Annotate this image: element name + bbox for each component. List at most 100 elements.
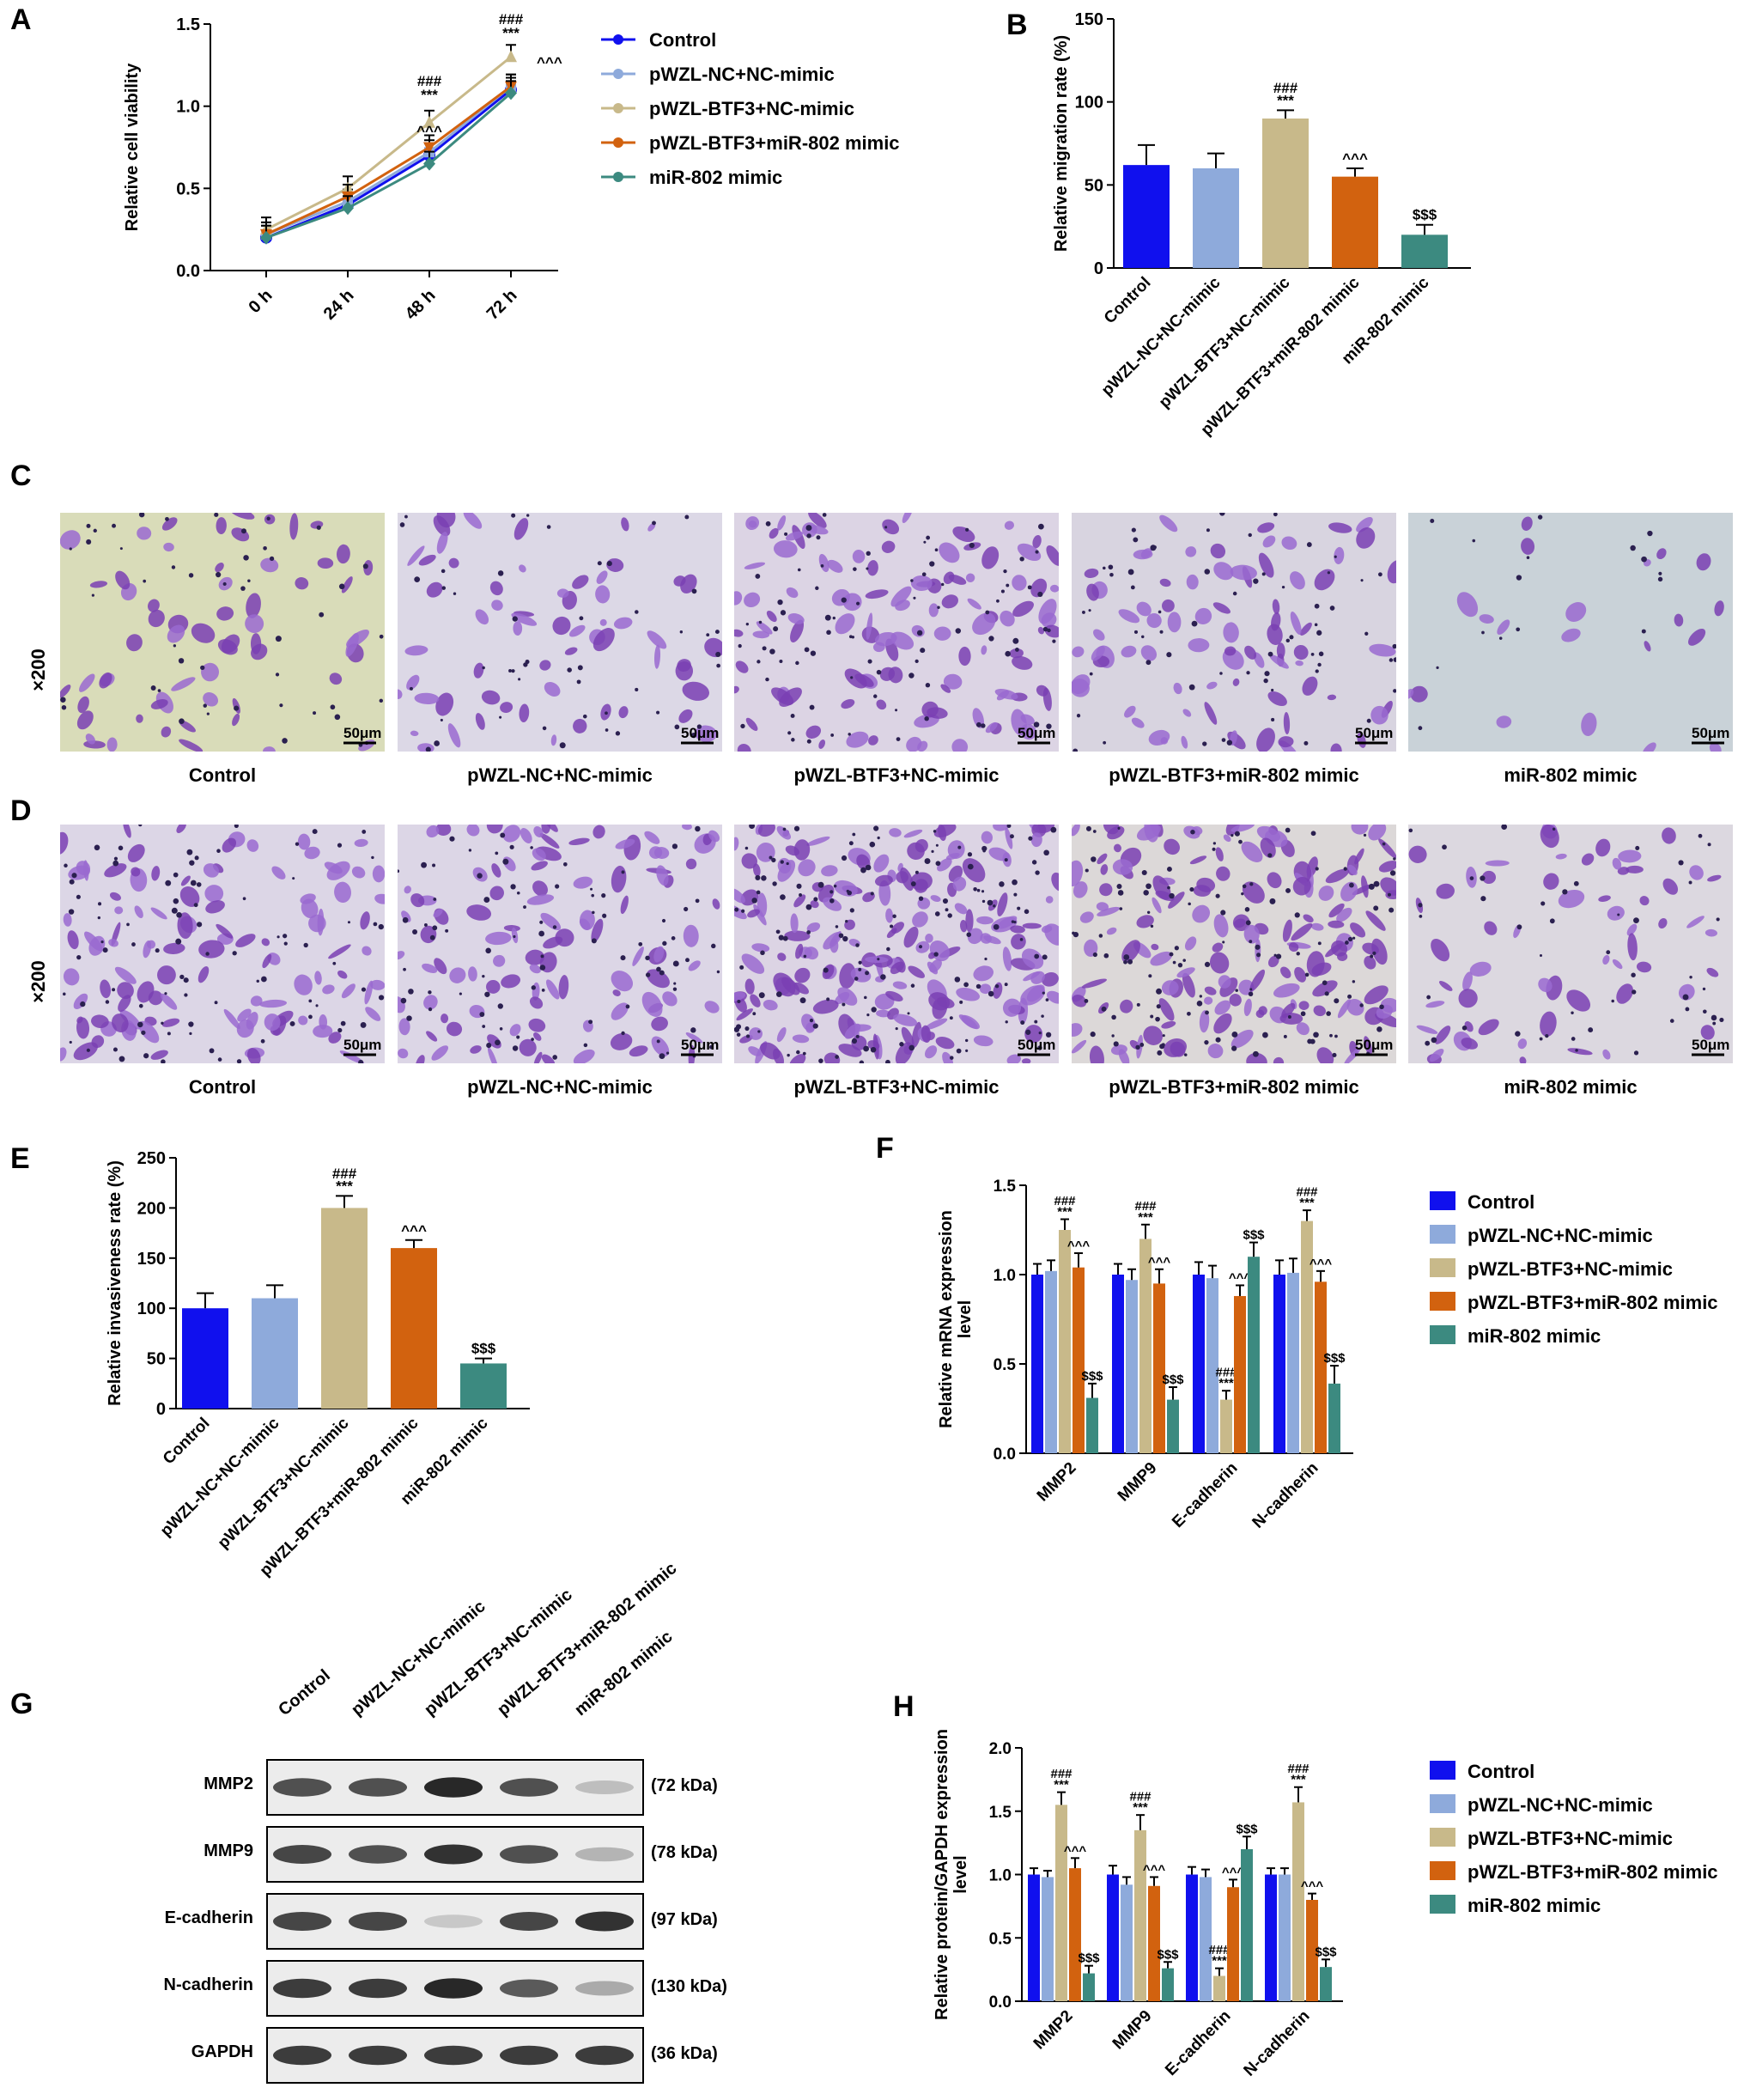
- x-tick-label: MMP9: [1109, 2007, 1156, 2054]
- pore-dot: [283, 934, 288, 939]
- pore-dot: [205, 952, 210, 956]
- pore-dot: [531, 1038, 534, 1041]
- pore-dot: [1019, 557, 1024, 562]
- pore-dot: [1222, 940, 1225, 944]
- pore-dot: [484, 991, 490, 997]
- pore-dot: [371, 855, 374, 860]
- pore-dot: [100, 940, 104, 944]
- pore-dot: [877, 958, 880, 961]
- pore-dot: [1389, 658, 1394, 662]
- pore-dot: [1123, 954, 1130, 960]
- bar-annotation: $$$: [1413, 207, 1437, 223]
- pore-dot: [1436, 666, 1439, 670]
- cell: [486, 825, 503, 834]
- cell: [862, 892, 875, 903]
- pore-dot: [865, 864, 872, 871]
- micrograph-cells: 50μm: [1408, 825, 1729, 1063]
- cell: [1612, 857, 1622, 870]
- cell: [790, 913, 799, 934]
- cell: [1124, 705, 1136, 718]
- cell: [161, 1018, 180, 1027]
- pore-dot: [234, 825, 239, 828]
- pore-dot: [776, 991, 782, 997]
- pore-dot: [428, 1007, 433, 1012]
- pore-dot: [853, 567, 857, 571]
- pore-dot: [86, 539, 92, 545]
- pore-dot: [1287, 1014, 1291, 1019]
- cell: [372, 865, 385, 883]
- cell: [1011, 934, 1026, 950]
- pore-dot: [787, 731, 792, 735]
- y-tick-label: 50: [1085, 176, 1103, 195]
- cell: [236, 1019, 254, 1038]
- cell: [341, 983, 355, 999]
- pore-dot: [340, 1020, 346, 1026]
- cell: [1204, 702, 1218, 725]
- cell: [1662, 827, 1676, 844]
- pore-dot: [313, 711, 317, 715]
- cell: [1021, 1058, 1031, 1063]
- pore-dot: [993, 923, 1000, 930]
- cell: [928, 992, 951, 1011]
- cell: [163, 542, 174, 552]
- x-tick-label: N-cadherin: [1241, 2007, 1314, 2080]
- pore-dot: [672, 987, 678, 991]
- cell: [1267, 691, 1287, 707]
- cell: [426, 1031, 438, 1042]
- cell: [1364, 955, 1376, 970]
- pore-dot: [1238, 839, 1243, 844]
- bar-mmp2-pwzl-btf3-mir-802-mimic: [1073, 1267, 1085, 1453]
- cell: [485, 931, 512, 946]
- cell: [741, 953, 765, 974]
- pore-dot: [582, 714, 587, 719]
- pore-dot: [672, 960, 679, 967]
- bar-annotation: ###: [1129, 1789, 1152, 1804]
- cell: [943, 571, 955, 584]
- cell: [789, 1054, 806, 1063]
- pore-dot: [1220, 910, 1226, 916]
- cell: [1079, 911, 1094, 923]
- pore-dot: [1418, 726, 1423, 731]
- pore-dot: [1285, 827, 1291, 833]
- cell: [981, 546, 1000, 569]
- cell: [812, 999, 839, 1014]
- scale-bar-label: 50μm: [1355, 1037, 1393, 1053]
- bar-mmp9-pwzl-btf3-mir-802-mimic: [1153, 1283, 1165, 1453]
- cell: [806, 922, 821, 933]
- cell: [60, 685, 71, 698]
- cell: [1464, 1021, 1474, 1032]
- pore-dot: [1231, 1045, 1237, 1051]
- pore-dot: [1249, 882, 1254, 886]
- pore-dot: [97, 916, 101, 920]
- scale-bar-label: 50μm: [343, 725, 381, 741]
- cell: [1616, 983, 1633, 1004]
- cell: [136, 714, 143, 723]
- pore-dot: [404, 514, 408, 519]
- cell: [980, 933, 992, 944]
- pore-dot: [714, 630, 720, 635]
- cell: [1072, 646, 1085, 658]
- cell: [993, 825, 1011, 831]
- pore-dot: [1393, 689, 1396, 693]
- pore-dot: [786, 861, 789, 866]
- pore-dot: [981, 845, 987, 852]
- cell: [1336, 907, 1352, 922]
- cell: [151, 866, 161, 881]
- cell: [937, 858, 952, 872]
- cell: [426, 581, 443, 598]
- pore-dot: [1042, 954, 1048, 960]
- cell: [354, 838, 368, 847]
- cell: [1204, 986, 1217, 995]
- cell: [835, 613, 855, 635]
- pore-dot: [118, 845, 124, 851]
- pore-dot: [1092, 952, 1097, 958]
- cell: [85, 733, 95, 745]
- pore-dot: [890, 924, 894, 928]
- cell: [1347, 864, 1358, 875]
- cell: [362, 946, 372, 956]
- bar-annotation: ***: [336, 1178, 353, 1194]
- pore-dot: [1283, 1034, 1287, 1038]
- pore-dot: [645, 955, 650, 961]
- pore-dot: [319, 612, 325, 618]
- pore-dot: [933, 952, 939, 957]
